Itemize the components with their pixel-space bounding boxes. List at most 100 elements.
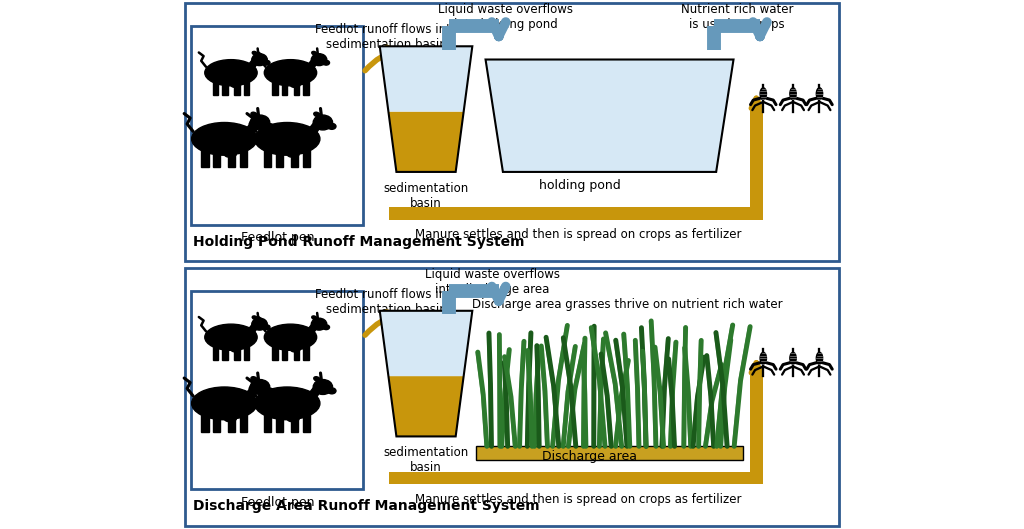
- Ellipse shape: [291, 83, 300, 87]
- Text: Holding Pond Runoff Management System: Holding Pond Runoff Management System: [193, 235, 524, 249]
- Bar: [244, 81, 249, 95]
- Text: Manure settles and then is spread on crops as fertilizer: Manure settles and then is spread on cro…: [415, 492, 741, 506]
- Ellipse shape: [760, 88, 766, 99]
- Ellipse shape: [760, 352, 766, 364]
- Bar: [234, 345, 240, 360]
- Text: Discharge area grasses thrive on nutrient rich water: Discharge area grasses thrive on nutrien…: [472, 297, 783, 311]
- Bar: [202, 414, 209, 432]
- Ellipse shape: [251, 377, 257, 381]
- Bar: [750, 370, 763, 485]
- Bar: [213, 149, 220, 167]
- Polygon shape: [308, 123, 322, 134]
- Ellipse shape: [790, 352, 797, 364]
- Ellipse shape: [313, 115, 333, 130]
- Text: Feedlot runoff flows into
sedimentation basin: Feedlot runoff flows into sedimentation …: [314, 23, 458, 51]
- Bar: [303, 81, 309, 95]
- Bar: [294, 345, 299, 360]
- Bar: [191, 26, 364, 225]
- Polygon shape: [308, 387, 322, 399]
- Bar: [228, 149, 236, 167]
- Bar: [276, 149, 284, 167]
- Bar: [272, 81, 278, 95]
- Text: Feedlot pen: Feedlot pen: [241, 232, 314, 244]
- Bar: [282, 345, 288, 360]
- Bar: [291, 414, 298, 432]
- Ellipse shape: [252, 54, 267, 66]
- Bar: [213, 414, 220, 432]
- Ellipse shape: [287, 416, 299, 422]
- Text: Feedlot pen: Feedlot pen: [241, 496, 314, 509]
- Ellipse shape: [251, 115, 269, 130]
- Bar: [264, 414, 271, 432]
- Polygon shape: [307, 60, 317, 69]
- Bar: [240, 149, 247, 167]
- Bar: [264, 149, 271, 167]
- Text: Nutrient rich water
is used on crops: Nutrient rich water is used on crops: [681, 3, 793, 31]
- Ellipse shape: [328, 123, 336, 129]
- Ellipse shape: [251, 380, 269, 395]
- Bar: [303, 345, 309, 360]
- Polygon shape: [388, 112, 464, 172]
- Bar: [389, 472, 763, 485]
- Polygon shape: [485, 60, 733, 172]
- Bar: [191, 291, 364, 489]
- Polygon shape: [380, 47, 472, 112]
- Bar: [240, 414, 247, 432]
- Ellipse shape: [313, 377, 321, 381]
- Bar: [222, 81, 228, 95]
- Ellipse shape: [265, 123, 273, 129]
- Text: sedimentation
basin: sedimentation basin: [383, 182, 469, 210]
- Bar: [303, 414, 310, 432]
- Ellipse shape: [264, 324, 316, 350]
- Bar: [282, 81, 288, 95]
- Ellipse shape: [231, 347, 241, 352]
- Bar: [244, 345, 249, 360]
- Polygon shape: [307, 324, 317, 334]
- Bar: [276, 414, 284, 432]
- Bar: [294, 81, 299, 95]
- Polygon shape: [475, 446, 743, 460]
- Ellipse shape: [191, 123, 257, 155]
- Bar: [389, 207, 763, 220]
- Ellipse shape: [231, 83, 241, 87]
- Ellipse shape: [287, 151, 299, 157]
- Ellipse shape: [311, 318, 327, 330]
- Ellipse shape: [323, 60, 330, 65]
- Ellipse shape: [265, 388, 273, 394]
- Ellipse shape: [224, 416, 237, 422]
- Ellipse shape: [311, 54, 327, 66]
- Text: holding pond: holding pond: [539, 179, 621, 191]
- Bar: [234, 81, 240, 95]
- Ellipse shape: [263, 325, 270, 330]
- Text: Discharge area: Discharge area: [542, 450, 637, 463]
- Text: Discharge Area Runoff Management System: Discharge Area Runoff Management System: [193, 499, 540, 513]
- Text: sedimentation
basin: sedimentation basin: [383, 446, 469, 475]
- Bar: [213, 345, 218, 360]
- Ellipse shape: [263, 60, 270, 65]
- Polygon shape: [248, 324, 258, 334]
- Ellipse shape: [252, 51, 257, 55]
- Polygon shape: [380, 311, 472, 376]
- Ellipse shape: [224, 151, 237, 157]
- Bar: [228, 414, 236, 432]
- Polygon shape: [245, 387, 259, 399]
- Ellipse shape: [790, 88, 797, 99]
- Ellipse shape: [251, 112, 257, 117]
- Ellipse shape: [328, 388, 336, 394]
- Text: Manure settles and then is spread on crops as fertilizer: Manure settles and then is spread on cro…: [415, 228, 741, 241]
- Bar: [303, 149, 310, 167]
- Bar: [272, 345, 278, 360]
- Ellipse shape: [311, 51, 316, 55]
- Ellipse shape: [252, 318, 267, 330]
- Ellipse shape: [264, 60, 316, 86]
- Bar: [750, 106, 763, 220]
- Ellipse shape: [254, 123, 319, 155]
- Ellipse shape: [313, 112, 321, 117]
- Ellipse shape: [313, 380, 333, 395]
- Text: Feedlot runoff flows into
sedimentation basin: Feedlot runoff flows into sedimentation …: [314, 288, 458, 316]
- Ellipse shape: [205, 60, 257, 86]
- Polygon shape: [245, 123, 259, 134]
- Ellipse shape: [254, 387, 319, 419]
- Ellipse shape: [816, 352, 822, 364]
- Bar: [291, 149, 298, 167]
